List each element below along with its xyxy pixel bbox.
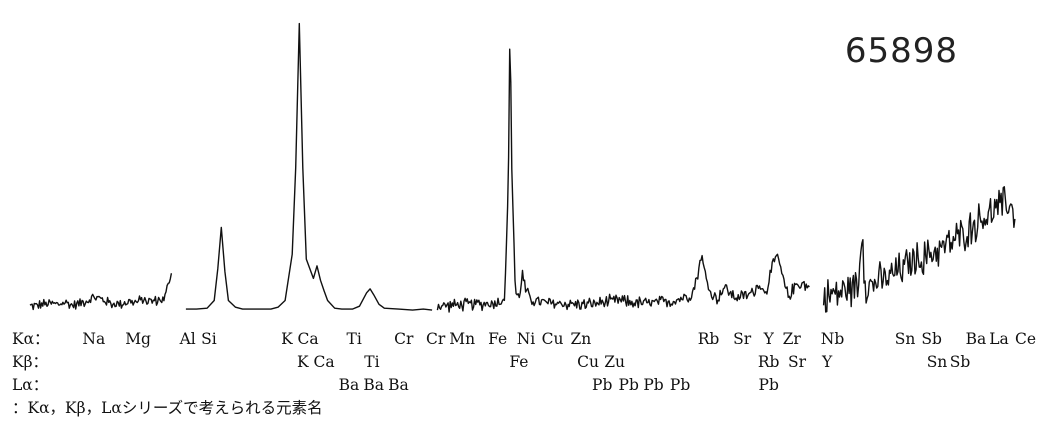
element-label: Ce [1015, 330, 1036, 348]
element-label: Pb [643, 376, 663, 394]
sample-id-number: 65898 [845, 31, 958, 71]
element-label: Sb [921, 330, 942, 348]
element-label: Na [82, 330, 105, 348]
element-label: Rb [758, 353, 780, 371]
element-label: La [989, 330, 1009, 348]
element-label: Rb [698, 330, 720, 348]
element-label: Ca [298, 330, 319, 348]
element-label: Ni [517, 330, 536, 348]
element-label: Sn [927, 353, 948, 371]
series-header-2: Kβ： [12, 353, 48, 371]
element-label: Cu [542, 330, 564, 348]
element-label: Pb [670, 376, 690, 394]
element-label: Cr [426, 330, 446, 348]
element-label: Zn [571, 330, 592, 348]
spectrum-segment-2 [185, 22, 433, 311]
spectrum-segment-3 [436, 48, 810, 313]
element-label: Si [201, 330, 217, 348]
spectrum-segment-4 [822, 186, 1016, 313]
element-label: Y [821, 353, 833, 371]
element-label: Pb [759, 376, 779, 394]
series-row-headers: Kα： Kβ： Lα： [12, 330, 50, 394]
element-label-rows: Na Mg Al Si K Ca Ti Cr Cr Mn Fe Ni Cu Zn Rb Sr Y Zr Nb Sn Sb… [82, 330, 1036, 394]
series-header-1: Kα： [12, 330, 50, 348]
element-label: Mn [449, 330, 475, 348]
element-label: Sr [788, 353, 807, 371]
element-label: Sr [733, 330, 752, 348]
spectrum-traces [29, 22, 1016, 313]
element-label: Pb [619, 376, 639, 394]
element-label: Ti [364, 353, 379, 371]
element-label: Nb [821, 330, 845, 348]
element-label: K [297, 353, 309, 371]
element-label: Pb [592, 376, 612, 394]
element-label: K [281, 330, 293, 348]
element-label: Mg [125, 330, 151, 348]
element-label: Al [179, 330, 196, 348]
element-label: Ti [347, 330, 362, 348]
spectrum-segment-1 [29, 273, 173, 311]
element-label: Fe [509, 353, 528, 371]
footnote-caption: ：Kα，Kβ，Lαシリーズで考えられる元素名 [12, 399, 323, 417]
element-label: Cr [394, 330, 414, 348]
element-label: Zr [783, 330, 802, 348]
element-label: Sb [950, 353, 971, 371]
element-label: Fe [488, 330, 507, 348]
element-label: Y [763, 330, 775, 348]
element-label: Cu [577, 353, 599, 371]
element-label: Ba [339, 376, 360, 394]
element-label: Ca [314, 353, 335, 371]
element-label: Zu [604, 353, 625, 371]
series-header-3: Lα： [12, 376, 48, 394]
element-label: Ba [363, 376, 384, 394]
element-label: Sn [895, 330, 916, 348]
element-label: Ba [388, 376, 409, 394]
element-label: Ba [966, 330, 987, 348]
